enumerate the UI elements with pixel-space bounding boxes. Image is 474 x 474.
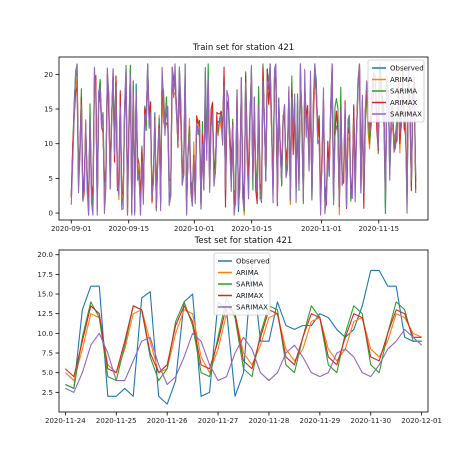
axes-frame: [58, 56, 429, 221]
x-tick-label: 2020-11-25: [96, 417, 137, 425]
legend-box: [367, 59, 425, 123]
x-tick-label: 2020-11-29: [300, 417, 341, 425]
legend: Observed ARIMA SARIMA ARIMAX SARIMAX: [213, 252, 271, 316]
chart-title: Test set for station 421: [194, 236, 293, 246]
y-tick-label: 5: [49, 175, 53, 183]
series-line-sarimax: [70, 63, 417, 216]
y-tick-label: 7.5: [42, 350, 53, 358]
series-group: [70, 63, 417, 216]
x-tick-label: 2020-11-27: [198, 417, 239, 425]
x-tick-label: 2020-10-01: [174, 225, 215, 233]
series-line-sarima: [65, 297, 422, 389]
test-chart: Test set for station 421 2020-11-24 2020-1…: [37, 236, 442, 425]
y-tick-label: 20.0: [37, 251, 53, 259]
legend-label: Observed: [390, 65, 424, 73]
legend: Observed ARIMA SARIMA ARIMAX SARIMAX: [367, 59, 425, 123]
y-tick-label: 10.0: [37, 330, 53, 338]
legend-label: Observed: [236, 258, 270, 266]
legend-label: ARIMAX: [390, 99, 418, 107]
legend-label: ARIMA: [390, 76, 413, 84]
series-line-sarimax: [65, 328, 423, 393]
x-tick-label: 2020-11-24: [45, 417, 86, 425]
y-tick-label: 17.5: [37, 271, 53, 279]
series-line-arimax: [64, 305, 422, 378]
x-tick-label: 2020-09-15: [108, 225, 149, 233]
legend-label: SARIMA: [236, 281, 263, 289]
x-tick-label: 2020-10-15: [231, 225, 272, 233]
legend-label: SARIMAX: [236, 304, 268, 312]
series-group: [64, 262, 423, 405]
y-tick-label: 15: [44, 106, 53, 114]
legend-label: SARIMA: [390, 88, 417, 96]
legend-box: [213, 252, 271, 316]
y-tick-label: 0: [49, 210, 53, 218]
series-line-observed: [65, 262, 422, 405]
legend-label: ARIMAX: [236, 292, 264, 300]
y-tick-label: 12.5: [37, 310, 53, 318]
x-tick-label: 2020-11-01: [301, 225, 342, 233]
y-tick-label: 10: [44, 140, 53, 148]
y-tick-label: 15.0: [37, 291, 53, 299]
axes-frame: [58, 249, 429, 413]
x-tick-label: 2020-11-26: [147, 417, 188, 425]
y-tick-label: 2.5: [42, 389, 53, 397]
y-tick-label: 20: [44, 71, 53, 79]
train-chart: Train set for station 421 2020-09-01 2020-…: [44, 43, 429, 233]
y-tick-label: 5.0: [42, 369, 53, 377]
legend-label: ARIMA: [236, 269, 259, 277]
x-tick-label: 2020-11-30: [350, 417, 391, 425]
chart-title: Train set for station 421: [192, 43, 294, 53]
x-tick-label: 2020-12-01: [401, 417, 442, 425]
legend-label: SARIMAX: [390, 111, 422, 119]
x-tick-label: 2020-09-01: [51, 225, 92, 233]
x-tick-label: 2020-11-15: [358, 225, 399, 233]
x-tick-label: 2020-11-28: [249, 417, 290, 425]
